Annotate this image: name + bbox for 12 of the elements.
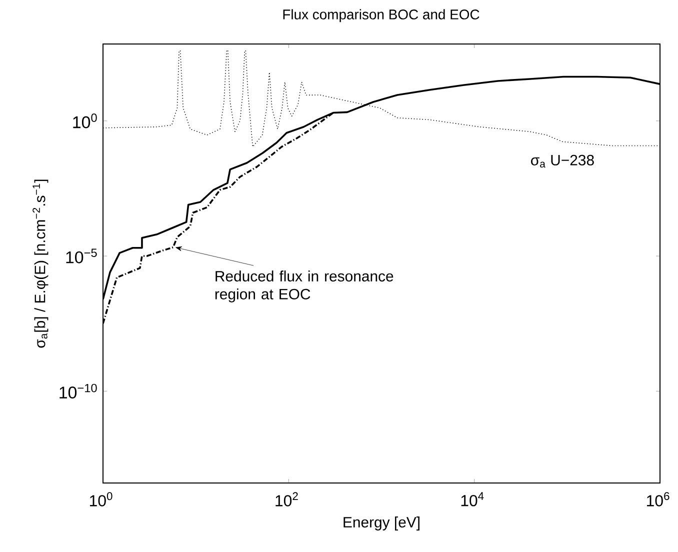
annotation: Reduced flux in resonance region at EOC [215,270,394,302]
series-label: σ$_{a}$ U−238 [531,154,594,168]
chart-title: Flux comparison BOC and EOC [283,9,480,22]
x-tick-label: 10$^{6}$ [647,492,670,506]
x-axis-title: Energy [eV] [344,516,420,530]
x-tick-label: 10$^{4}$ [461,492,484,506]
y-tick-label: 10$^{−5}$ [66,248,97,264]
y-tick-label: 10$^{−10}$ [60,384,97,399]
x-tick-label: 10$^{0}$ [90,492,112,506]
x-tick-label: 10$^{2}$ [276,492,298,506]
y-tick-label: 10$^{0}$ [73,114,97,128]
y-axis-title: σ$_{a}$[b] / E.φ(E) [n.cm$^{−2}$.s$^{−1}$] [32,180,48,348]
